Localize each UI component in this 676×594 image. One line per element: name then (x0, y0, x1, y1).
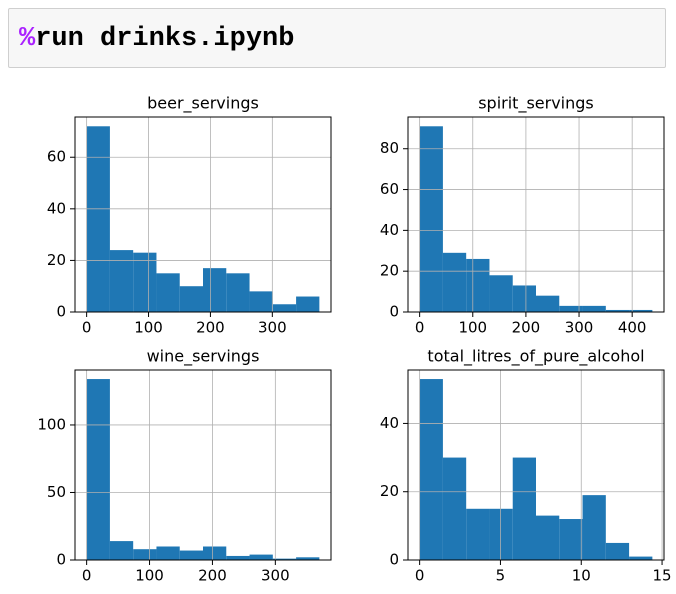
bar (272, 304, 297, 312)
bar (582, 305, 606, 312)
y-tick-label: 60 (380, 180, 399, 198)
chart-title: wine_servings (147, 347, 260, 367)
bar (86, 379, 110, 560)
x-tick-label: 5 (496, 567, 506, 585)
bar (629, 309, 653, 312)
y-tick-label: 0 (389, 551, 399, 569)
x-tick-label: 300 (565, 319, 594, 337)
bar (512, 285, 536, 312)
x-tick-label: 15 (653, 567, 672, 585)
x-tick-label: 300 (261, 567, 290, 585)
chart-title: beer_servings (147, 94, 259, 114)
bar (296, 557, 320, 560)
x-tick-label: 100 (458, 319, 487, 337)
chart-title: total_litres_of_pure_alcohol (427, 347, 644, 367)
bar (419, 379, 443, 560)
bar (442, 457, 467, 560)
y-tick-label: 40 (380, 414, 399, 432)
code-cell[interactable]: %run drinks.ipynb (8, 8, 666, 68)
y-tick-label: 40 (47, 199, 66, 217)
bar (559, 519, 583, 560)
y-tick-label: 100 (37, 415, 66, 433)
y-tick-label: 60 (47, 148, 66, 166)
bar (109, 541, 134, 560)
y-tick-label: 20 (47, 251, 66, 269)
y-tick-label: 80 (380, 139, 399, 157)
code-text: run drinks.ipynb (35, 24, 295, 54)
bar (466, 508, 490, 560)
x-tick-label: 0 (415, 567, 425, 585)
bar (419, 126, 443, 313)
chart-title: spirit_servings (478, 94, 594, 114)
bar (226, 555, 250, 560)
y-tick-label: 0 (56, 303, 66, 321)
code-line: %run drinks.ipynb (19, 24, 294, 54)
x-tick-label: 200 (512, 319, 541, 337)
bar (536, 295, 560, 312)
axes-frame (407, 369, 665, 561)
y-tick-label: 0 (389, 303, 399, 321)
bar (226, 273, 250, 312)
bar (179, 286, 203, 312)
x-tick-label: 10 (572, 567, 591, 585)
x-tick-label: 0 (82, 567, 92, 585)
bar (86, 126, 110, 313)
x-tick-label: 300 (258, 319, 287, 337)
bar (249, 554, 273, 560)
bar (512, 457, 536, 560)
bar (489, 275, 513, 312)
y-tick-label: 40 (380, 221, 399, 239)
bar (605, 309, 630, 312)
bar (442, 252, 467, 312)
bar (296, 296, 320, 312)
y-tick-label: 20 (380, 262, 399, 280)
bar (582, 495, 606, 560)
bar (203, 268, 227, 312)
bar (249, 291, 273, 312)
bar (109, 250, 134, 312)
x-tick-label: 100 (135, 567, 164, 585)
bar (559, 305, 583, 312)
x-tick-label: 200 (196, 319, 225, 337)
x-tick-label: 0 (82, 319, 92, 337)
axes-frame (407, 116, 665, 313)
y-tick-label: 20 (380, 482, 399, 500)
bar (179, 550, 203, 560)
bar (489, 508, 513, 560)
axes-frame (74, 369, 332, 561)
y-tick-label: 0 (56, 551, 66, 569)
bar (156, 546, 180, 560)
magic-symbol: % (19, 24, 36, 54)
bar (466, 258, 490, 312)
x-tick-label: 100 (134, 319, 163, 337)
bar (156, 273, 180, 312)
y-tick-label: 50 (47, 483, 66, 501)
bar (203, 546, 227, 560)
bar (605, 542, 630, 560)
bar (272, 558, 297, 560)
bar (133, 252, 157, 312)
x-tick-label: 0 (415, 319, 425, 337)
bar (133, 549, 157, 560)
bar (629, 556, 653, 560)
bar (536, 515, 560, 560)
x-tick-label: 200 (198, 567, 227, 585)
axes-frame (74, 116, 332, 313)
x-tick-label: 400 (618, 319, 647, 337)
